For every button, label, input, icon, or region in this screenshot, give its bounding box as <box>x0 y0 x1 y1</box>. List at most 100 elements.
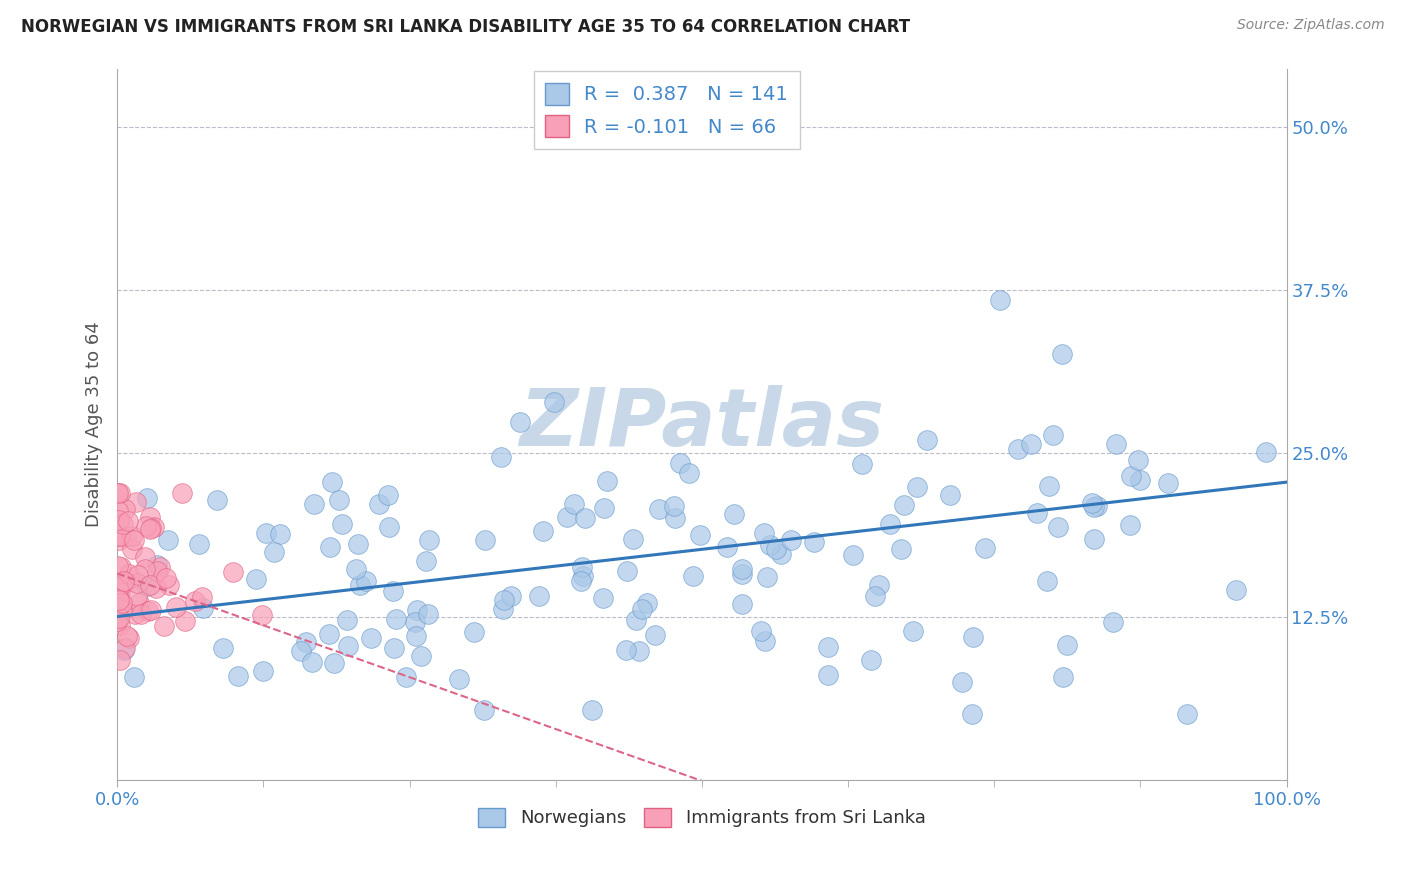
Point <box>125 494 148 508</box>
Point <box>139 522 162 536</box>
Point <box>111 596 134 610</box>
Point <box>1083 533 1105 547</box>
Point <box>962 630 984 644</box>
Point <box>190 590 212 604</box>
Point <box>165 600 187 615</box>
Point <box>108 584 131 599</box>
Point <box>252 665 274 679</box>
Point <box>636 595 658 609</box>
Point <box>107 504 129 518</box>
Point <box>950 675 973 690</box>
Point <box>1225 583 1247 598</box>
Point <box>121 529 143 543</box>
Point <box>107 485 129 500</box>
Point <box>367 497 389 511</box>
Point <box>349 578 371 592</box>
Point <box>107 585 129 599</box>
Point <box>108 529 131 543</box>
Point <box>879 517 901 532</box>
Point <box>318 626 340 640</box>
Point <box>1056 638 1078 652</box>
Point <box>616 564 638 578</box>
Point <box>146 558 169 572</box>
Point <box>1087 499 1109 513</box>
Point <box>817 640 839 654</box>
Point <box>644 628 666 642</box>
Point <box>499 589 522 603</box>
Point <box>803 535 825 549</box>
Point <box>117 514 139 528</box>
Point <box>269 526 291 541</box>
Point <box>122 533 145 547</box>
Point <box>148 559 170 574</box>
Point <box>901 624 924 638</box>
Point <box>581 703 603 717</box>
Point <box>205 492 228 507</box>
Point <box>105 485 128 500</box>
Point <box>890 541 912 556</box>
Point <box>731 562 754 576</box>
Legend: Norwegians, Immigrants from Sri Lanka: Norwegians, Immigrants from Sri Lanka <box>471 801 932 835</box>
Point <box>115 574 138 589</box>
Point <box>114 641 136 656</box>
Point <box>107 593 129 607</box>
Point <box>344 562 367 576</box>
Point <box>124 607 146 621</box>
Y-axis label: Disability Age 35 to 64: Disability Age 35 to 64 <box>86 321 103 527</box>
Point <box>139 603 162 617</box>
Point <box>1025 507 1047 521</box>
Point <box>562 497 585 511</box>
Point <box>669 457 692 471</box>
Point <box>592 501 614 516</box>
Point <box>731 566 754 581</box>
Point <box>917 434 939 448</box>
Point <box>851 457 873 471</box>
Point <box>770 547 793 561</box>
Point <box>543 395 565 409</box>
Point <box>193 601 215 615</box>
Point <box>115 529 138 543</box>
Point <box>131 607 153 622</box>
Point <box>527 589 550 603</box>
Point <box>174 615 197 629</box>
Point <box>682 569 704 583</box>
Point <box>1081 496 1104 510</box>
Point <box>571 559 593 574</box>
Point <box>188 537 211 551</box>
Point <box>360 631 382 645</box>
Point <box>817 668 839 682</box>
Point <box>624 613 647 627</box>
Point <box>572 569 595 583</box>
Point <box>893 499 915 513</box>
Point <box>592 591 614 605</box>
Point <box>404 615 426 629</box>
Point <box>863 589 886 603</box>
Point <box>405 629 427 643</box>
Point <box>226 669 249 683</box>
Point <box>141 521 163 535</box>
Point <box>146 565 169 579</box>
Point <box>1007 442 1029 456</box>
Point <box>474 533 496 547</box>
Point <box>111 517 134 532</box>
Point <box>118 631 141 645</box>
Point <box>1102 615 1125 630</box>
Point <box>1019 437 1042 451</box>
Point <box>301 655 323 669</box>
Point <box>118 566 141 581</box>
Point <box>254 526 277 541</box>
Point <box>304 497 326 511</box>
Point <box>135 491 157 506</box>
Point <box>988 293 1011 308</box>
Point <box>841 548 863 562</box>
Point <box>222 565 245 579</box>
Point <box>860 653 883 667</box>
Point <box>974 541 997 555</box>
Point <box>664 510 686 524</box>
Point <box>112 574 135 588</box>
Point <box>1083 500 1105 515</box>
Point <box>108 533 131 547</box>
Point <box>662 499 685 513</box>
Point <box>121 541 143 556</box>
Text: ZIPatlas: ZIPatlas <box>519 385 884 463</box>
